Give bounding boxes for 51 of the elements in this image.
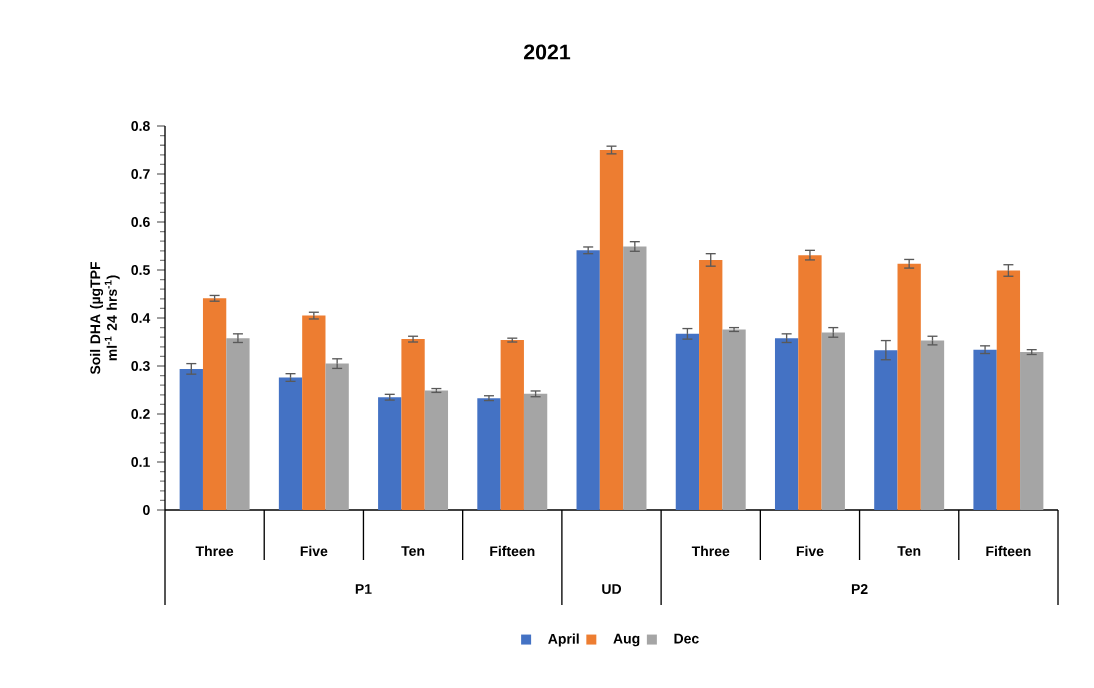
x-tick-label: Five bbox=[300, 545, 328, 557]
chart-title: 2021 bbox=[524, 44, 571, 60]
y-tick-label: 0.5 bbox=[131, 265, 150, 275]
bar bbox=[378, 397, 402, 510]
y-tick-label: 0.6 bbox=[131, 217, 150, 227]
x-tick-label: Three bbox=[691, 545, 730, 557]
bar bbox=[699, 259, 723, 510]
bar bbox=[675, 333, 700, 510]
text: P2 bbox=[851, 584, 868, 594]
bar bbox=[278, 377, 303, 510]
bar bbox=[774, 338, 799, 510]
x-tick-label: Five bbox=[796, 545, 824, 557]
legend-label: April bbox=[548, 633, 579, 647]
bar bbox=[302, 315, 326, 510]
bar bbox=[798, 255, 822, 510]
legend-label: Aug bbox=[613, 633, 640, 647]
x-tick-label: Ten bbox=[897, 546, 921, 556]
y-tick-label: 0.2 bbox=[131, 409, 150, 419]
bar bbox=[920, 340, 945, 510]
bar bbox=[599, 150, 624, 510]
bar bbox=[576, 250, 600, 510]
bar bbox=[202, 298, 227, 510]
legend-label: Dec bbox=[674, 633, 699, 644]
y-tick-label: 0.7 bbox=[131, 169, 150, 179]
bar bbox=[996, 270, 1021, 510]
bar bbox=[477, 398, 501, 510]
bar bbox=[179, 368, 203, 510]
y-tick-label: 0.4 bbox=[131, 313, 151, 323]
bar bbox=[325, 363, 349, 510]
bar bbox=[226, 338, 250, 510]
text: UD bbox=[602, 584, 622, 594]
bar bbox=[973, 349, 997, 510]
bar bbox=[401, 339, 425, 510]
x-tick-label: Fifteen bbox=[490, 545, 535, 557]
x-tick-label: Fifteen bbox=[986, 545, 1031, 557]
y-tick-label: 0 bbox=[143, 505, 150, 515]
y-tick-label: 0.1 bbox=[131, 457, 150, 467]
bar bbox=[424, 390, 449, 510]
y-tick-label: 0.3 bbox=[131, 361, 150, 371]
bar bbox=[722, 329, 746, 510]
bar bbox=[897, 263, 921, 510]
bar bbox=[1020, 352, 1044, 510]
bar bbox=[623, 246, 647, 510]
text: P1 bbox=[355, 584, 372, 594]
y-tick-label: 0.8 bbox=[131, 121, 150, 131]
x-tick-label: Ten bbox=[401, 546, 425, 556]
x-tick-label: Three bbox=[195, 545, 234, 557]
bar bbox=[874, 350, 898, 510]
bar bbox=[523, 393, 548, 510]
bar bbox=[821, 332, 845, 510]
bar bbox=[500, 340, 524, 510]
